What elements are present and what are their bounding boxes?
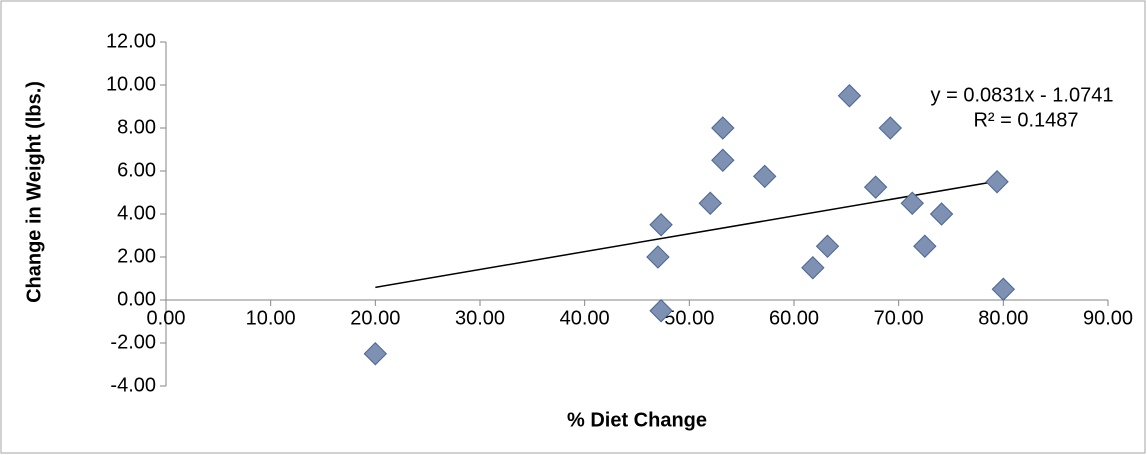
y-tick-label: 0.00: [117, 288, 156, 310]
data-point: [929, 202, 954, 226]
x-tick-label: 0.00: [147, 307, 186, 329]
x-tick-label: 70.00: [874, 307, 924, 329]
y-tick-label: 2.00: [117, 245, 156, 267]
data-point: [711, 116, 735, 140]
data-point: [913, 234, 937, 258]
x-tick-label: 80.00: [978, 307, 1028, 329]
data-point: [649, 299, 673, 323]
y-axis-title: Change in Weight (lbs.): [23, 81, 45, 303]
data-point: [900, 191, 924, 215]
data-point: [363, 342, 388, 366]
data-point: [815, 234, 840, 258]
y-tick-label: -4.00: [110, 374, 156, 396]
x-tick-label: 20.00: [350, 307, 400, 329]
y-tick-label: 12.00: [106, 30, 156, 52]
data-point: [698, 191, 722, 215]
x-tick-label: 90.00: [1083, 307, 1133, 329]
y-tick-label: 4.00: [117, 202, 156, 224]
x-tick-label: 10.00: [246, 307, 296, 329]
x-tick-label: 50.00: [664, 307, 714, 329]
x-tick-label: 40.00: [560, 307, 610, 329]
y-tick-label: 8.00: [117, 116, 156, 138]
data-point: [985, 170, 1009, 194]
y-tick-label: -2.00: [110, 331, 156, 353]
data-point: [878, 116, 903, 140]
data-point: [711, 148, 735, 172]
data-point: [752, 164, 777, 189]
data-point: [649, 213, 673, 237]
data-point: [863, 175, 888, 199]
trend-r-squared: R² = 0.1487: [973, 109, 1078, 131]
x-axis-title: % Diet Change: [567, 409, 707, 431]
data-point: [991, 277, 1016, 301]
trend-equation: y = 0.0831x - 1.0741: [931, 84, 1114, 106]
x-tick-label: 30.00: [455, 307, 505, 329]
trendline: [375, 179, 1004, 289]
data-point: [837, 84, 862, 108]
data-point: [801, 256, 825, 280]
data-point: [646, 245, 670, 269]
x-tick-label: 60.00: [769, 307, 819, 329]
y-tick-label: 10.00: [106, 73, 156, 95]
y-tick-label: 6.00: [117, 159, 156, 181]
